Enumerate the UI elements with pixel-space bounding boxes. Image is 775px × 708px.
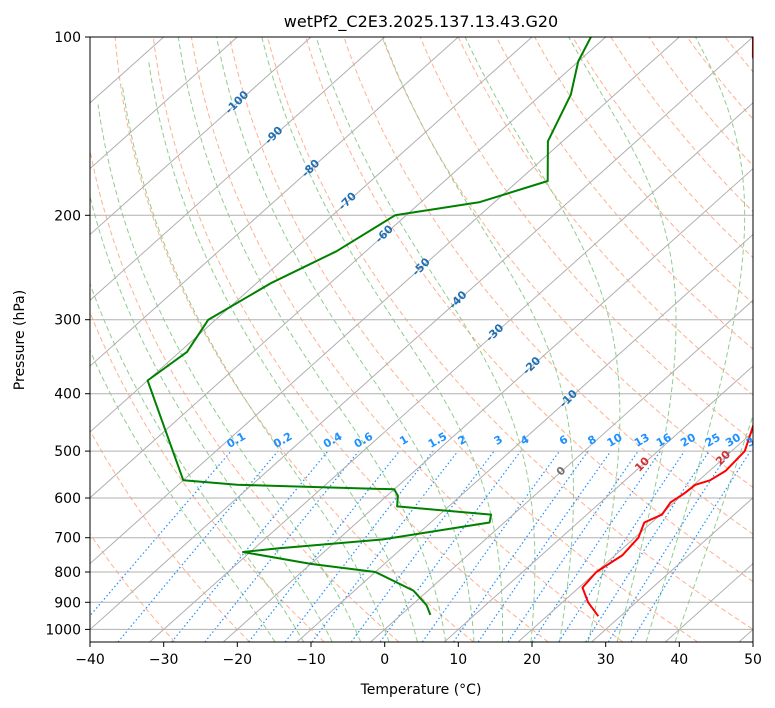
mixing-ratio-line xyxy=(171,450,329,642)
mixing-ratio-line xyxy=(204,450,360,642)
isotherms xyxy=(90,37,753,642)
x-axis: −40 −30 −20 −10 0 10 20 30 40 50 xyxy=(75,642,762,668)
moist-adiabat xyxy=(90,194,333,642)
moist-adiabat xyxy=(674,414,753,642)
x-tick-label: 10 xyxy=(449,652,467,668)
mixing-ratio-line xyxy=(453,450,589,642)
moist-adiabat xyxy=(97,104,362,642)
x-tick-label: 40 xyxy=(670,652,688,668)
x-tick-label: −30 xyxy=(149,652,179,668)
mixing-ratio-line xyxy=(607,450,731,642)
y-tick-label: 200 xyxy=(54,208,81,224)
isotherm xyxy=(90,37,533,433)
moist-adiabat xyxy=(568,37,677,642)
sounding-series xyxy=(146,37,753,617)
moist-adiabats xyxy=(90,37,753,642)
dry-adiabat xyxy=(90,429,250,642)
y-tick-label: 1000 xyxy=(45,622,81,638)
y-tick-label: 800 xyxy=(54,565,81,581)
x-tick-label: 50 xyxy=(744,652,762,668)
isotherm xyxy=(90,37,753,631)
dry-adiabat xyxy=(534,37,753,305)
dry-adiabat xyxy=(114,37,474,642)
y-tick-label: 400 xyxy=(54,387,81,403)
isotherm xyxy=(591,497,753,642)
x-tick-label: −10 xyxy=(296,652,326,668)
mixing-ratio-line xyxy=(507,450,639,642)
mixing-ratio-line xyxy=(477,450,612,642)
dry-adiabat xyxy=(152,37,549,642)
temperature-profile xyxy=(581,37,753,617)
isotherm xyxy=(149,102,753,642)
isotherm xyxy=(90,37,312,236)
x-axis-label: Temperature (°C) xyxy=(360,682,482,698)
dry-adiabat xyxy=(267,37,753,630)
isotherm xyxy=(90,37,238,170)
y-axis-label: Pressure (hPa) xyxy=(12,290,28,390)
isotherm xyxy=(90,37,680,565)
isotherm xyxy=(90,37,459,367)
mixing-ratio-lines xyxy=(90,450,752,642)
x-tick-label: −20 xyxy=(223,652,253,668)
chart-title: wetPf2_C2E3.2025.137.13.43.G20 xyxy=(284,12,558,32)
isotherm xyxy=(222,167,753,642)
isotherm xyxy=(90,37,607,499)
x-tick-label: 0 xyxy=(380,652,389,668)
mixing-ratio-line xyxy=(350,450,495,642)
dry-adiabat xyxy=(190,37,624,642)
mixing-ratio-label: 36 xyxy=(744,431,764,450)
moist-adiabat xyxy=(177,37,447,642)
y-tick-label: 900 xyxy=(54,595,81,611)
x-tick-label: −40 xyxy=(75,652,105,668)
plot-frame xyxy=(89,36,754,643)
isotherm xyxy=(517,431,753,642)
x-tick-label: 30 xyxy=(597,652,615,668)
dry-adiabat xyxy=(305,37,753,583)
moist-adiabat xyxy=(315,37,536,642)
isotherm xyxy=(443,365,753,642)
y-tick-label: 100 xyxy=(54,30,81,46)
mixing-ratio-line xyxy=(531,450,661,642)
moist-adiabat xyxy=(121,83,390,642)
isotherm xyxy=(370,299,753,642)
y-tick-label: 700 xyxy=(54,531,81,547)
isotherm xyxy=(90,37,386,301)
x-tick-label: 20 xyxy=(523,652,541,668)
isotherm xyxy=(296,233,753,642)
moist-adiabat xyxy=(261,37,503,642)
dewpoint-profile xyxy=(146,37,592,616)
moist-adiabat xyxy=(216,37,475,642)
mixing-ratio-line xyxy=(421,450,561,642)
y-tick-label: 500 xyxy=(54,444,81,460)
moist-adiabat xyxy=(464,37,621,642)
dry-adiabat xyxy=(457,37,753,396)
pressure-grid xyxy=(90,37,753,630)
y-tick-label: 600 xyxy=(54,491,81,507)
mixing-ratio-line xyxy=(585,450,710,642)
y-axis: 100 200 300 400 500 600 700 800 900 1000 xyxy=(45,30,90,638)
y-tick-label: 300 xyxy=(54,313,81,329)
mixing-ratio-line xyxy=(311,450,459,642)
moist-adiabat xyxy=(148,61,418,642)
